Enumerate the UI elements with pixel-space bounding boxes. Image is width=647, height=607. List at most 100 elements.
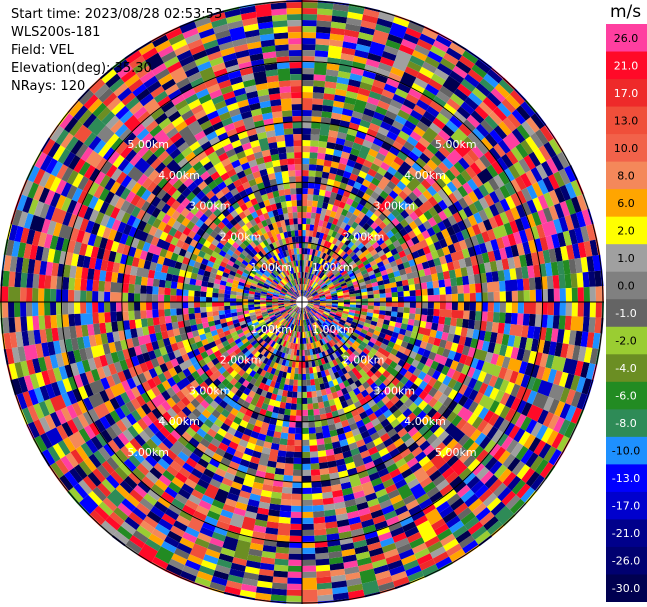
velocity-gate-ray	[367, 186, 384, 205]
velocity-gate-ray	[135, 197, 217, 251]
velocity-gate-ray	[266, 244, 272, 252]
velocity-gate-ray	[132, 421, 144, 435]
velocity-gate-ray	[110, 292, 123, 302]
velocity-gate-ray	[338, 470, 349, 479]
velocity-gate-ray	[189, 44, 206, 56]
velocity-gate-ray	[353, 387, 427, 500]
velocity-gate-ray	[381, 362, 448, 416]
velocity-gate-ray	[219, 318, 227, 324]
velocity-gate-ray	[166, 196, 177, 207]
velocity-gate-ray	[39, 260, 48, 275]
velocity-gate-ray	[426, 185, 438, 197]
velocity-gate-ray	[204, 447, 215, 458]
velocity-gate-ray	[398, 403, 438, 445]
velocity-gate-ray	[308, 164, 317, 171]
velocity-gate-ray	[313, 522, 326, 530]
colorbar-tick-label: 13.0	[614, 114, 639, 127]
velocity-gate-ray	[50, 161, 63, 177]
velocity-gate-ray	[21, 180, 193, 259]
velocity-gate-ray	[488, 128, 526, 161]
velocity-gate-ray	[240, 275, 248, 281]
velocity-gate-ray	[134, 318, 142, 329]
velocity-gate-ray	[264, 269, 271, 276]
velocity-gate-ray	[203, 464, 249, 565]
velocity-gate-ray	[217, 181, 273, 259]
velocity-gate-ray	[236, 328, 244, 335]
velocity-gate-ray	[283, 231, 289, 239]
velocity-gate-ray	[303, 266, 308, 285]
velocity-gate-ray	[263, 340, 287, 392]
velocity-gate-ray	[211, 18, 248, 103]
velocity-gate-ray	[334, 284, 342, 290]
velocity-gate-ray	[438, 446, 502, 512]
velocity-gate-ray	[179, 318, 271, 371]
velocity-gate-ray	[102, 92, 118, 107]
velocity-gate-ray	[320, 181, 458, 288]
velocity-gate-ray	[121, 498, 136, 512]
velocity-gate-ray	[50, 207, 67, 225]
velocity-gate-ray	[172, 220, 182, 230]
velocity-gate-ray	[286, 307, 292, 311]
velocity-gate-ray	[239, 313, 301, 599]
velocity-gate-ray	[311, 360, 316, 368]
velocity-gate-ray	[351, 21, 424, 176]
velocity-gate-ray	[253, 351, 261, 358]
velocity-gate-ray	[345, 385, 395, 468]
velocity-gate-ray	[177, 311, 287, 381]
velocity-gate-ray	[446, 333, 455, 343]
velocity-gate-ray	[441, 184, 453, 197]
velocity-gate-ray	[194, 304, 255, 314]
velocity-gate-ray	[104, 191, 193, 245]
velocity-gate-ray	[403, 143, 439, 182]
range-ring-label: 3.00km	[374, 200, 416, 213]
instrument-label: WLS200s-181	[11, 25, 101, 40]
velocity-gate-ray	[132, 60, 149, 74]
velocity-gate-ray	[358, 368, 371, 382]
velocity-gate-ray	[317, 311, 401, 365]
velocity-gate-ray	[94, 83, 110, 99]
velocity-gate-ray	[326, 78, 476, 270]
velocity-gate-ray	[270, 497, 282, 505]
velocity-gate-ray	[384, 268, 462, 289]
velocity-gate-ray	[302, 20, 317, 243]
velocity-gate-ray	[209, 12, 226, 23]
velocity-gate-ray	[334, 261, 341, 269]
velocity-gate-ray	[279, 438, 288, 446]
velocity-gate-ray	[365, 45, 399, 112]
velocity-gate-ray	[439, 294, 446, 302]
velocity-gate-ray	[338, 167, 543, 283]
velocity-gate-ray	[225, 446, 237, 456]
velocity-gate-ray	[191, 370, 201, 380]
velocity-gate-ray	[73, 241, 216, 284]
colorbar-tick-label: 10.0	[614, 142, 639, 155]
velocity-gate-ray	[74, 278, 82, 291]
velocity-gate-ray	[326, 393, 391, 581]
velocity-gate-ray	[178, 327, 237, 356]
velocity-gate-ray	[242, 379, 250, 388]
velocity-gate-ray	[449, 520, 465, 534]
velocity-gate-ray	[20, 287, 27, 302]
colorbar-segment	[606, 189, 647, 218]
velocity-gate-ray	[211, 345, 219, 353]
velocity-gate-ray	[187, 120, 257, 227]
velocity-gate-ray	[252, 481, 264, 490]
velocity-gate-ray	[306, 29, 360, 273]
velocity-gate-ray	[27, 165, 292, 298]
velocity-gate-ray	[471, 416, 544, 472]
velocity-gate-ray	[365, 385, 374, 395]
velocity-gate-ray	[341, 387, 420, 538]
velocity-gate-ray	[115, 449, 129, 463]
velocity-gate-ray	[417, 187, 484, 233]
velocity-gate-ray	[457, 406, 514, 451]
velocity-gate-ray	[367, 52, 382, 63]
velocity-gate-ray	[438, 316, 505, 334]
velocity-gate-ray	[385, 302, 602, 318]
velocity-gate-ray	[157, 386, 231, 470]
velocity-gate-ray	[327, 326, 454, 447]
velocity-gate-ray	[225, 333, 233, 341]
velocity-gate-ray	[316, 238, 323, 251]
velocity-gate-ray	[313, 304, 543, 366]
colorbar-tick-label: 2.0	[617, 224, 635, 237]
velocity-gate-ray	[141, 177, 153, 190]
velocity-gate-ray	[314, 420, 322, 428]
